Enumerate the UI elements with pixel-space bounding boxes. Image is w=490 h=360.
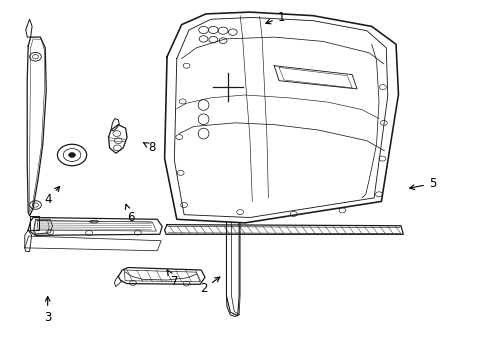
Text: 2: 2	[200, 277, 220, 296]
Text: 7: 7	[168, 270, 178, 288]
Text: 3: 3	[44, 297, 51, 324]
Text: 5: 5	[410, 177, 436, 190]
Text: 1: 1	[266, 11, 285, 24]
Text: 8: 8	[144, 141, 156, 154]
Text: 6: 6	[125, 204, 134, 224]
Text: 4: 4	[44, 186, 60, 206]
Circle shape	[69, 153, 75, 157]
